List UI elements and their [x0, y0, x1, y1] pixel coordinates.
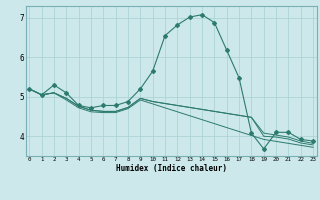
X-axis label: Humidex (Indice chaleur): Humidex (Indice chaleur)	[116, 164, 227, 173]
